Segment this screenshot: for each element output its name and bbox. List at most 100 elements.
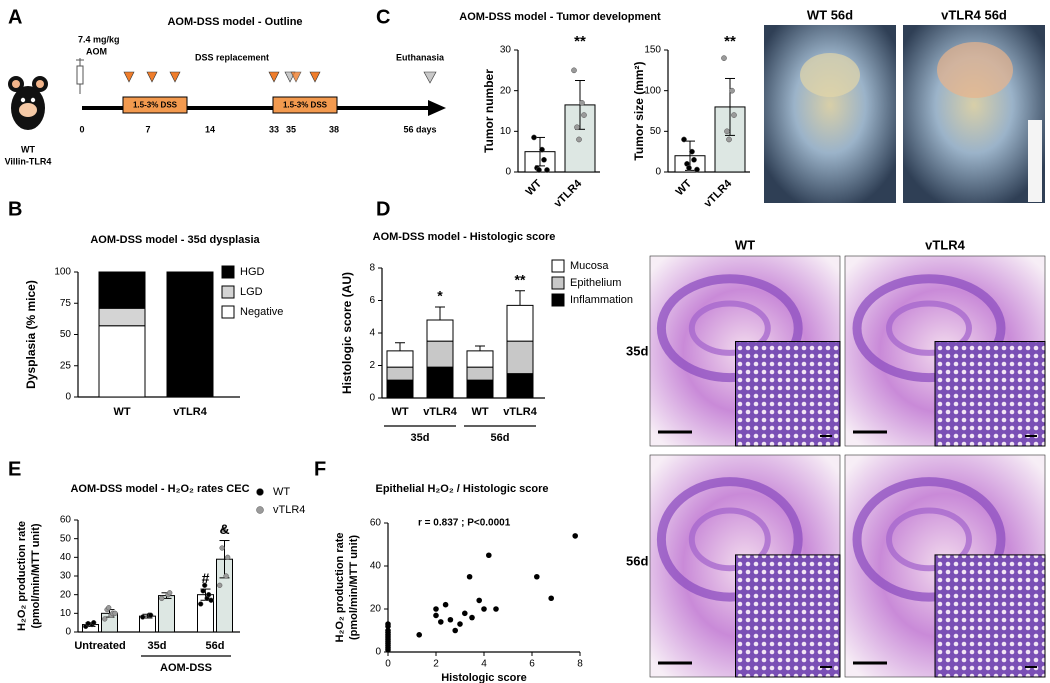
legend-label: LGD bbox=[240, 286, 263, 298]
bar-segment bbox=[426, 366, 454, 399]
y-axis-label: (pmol/min/MTT unit) bbox=[348, 535, 360, 640]
chart-title: Epithelial H₂O₂ / Histologic score bbox=[376, 483, 549, 495]
data-point bbox=[416, 632, 423, 638]
data-point bbox=[462, 610, 468, 617]
data-point bbox=[689, 148, 695, 155]
data-point bbox=[225, 554, 231, 560]
inset bbox=[735, 554, 841, 678]
y-tick-label: 75 bbox=[60, 298, 72, 309]
day-label: 56 days bbox=[403, 124, 436, 134]
bar-segment bbox=[386, 350, 414, 368]
bar-segment bbox=[98, 325, 146, 398]
chart-title: AOM-DSS model - Histologic score bbox=[373, 231, 556, 243]
x-tick-label: 4 bbox=[481, 659, 487, 670]
significance-label: # bbox=[202, 570, 210, 586]
y-tick-label: 0 bbox=[65, 627, 71, 638]
tissue-section bbox=[656, 274, 803, 383]
group-label: 56d bbox=[491, 432, 510, 444]
panel-label: D bbox=[376, 198, 390, 220]
group-label: AOM-DSS bbox=[160, 662, 212, 674]
data-point bbox=[148, 612, 154, 618]
ruler bbox=[1028, 120, 1042, 202]
data-point bbox=[219, 545, 225, 551]
day-label: 0 bbox=[79, 124, 84, 134]
data-point bbox=[681, 136, 687, 143]
data-point bbox=[159, 595, 165, 602]
data-point bbox=[541, 156, 547, 163]
bar-segment bbox=[506, 373, 534, 399]
x-tick-label: 2 bbox=[433, 659, 439, 670]
y-tick-label: 0 bbox=[505, 167, 511, 178]
x-tick-label: 35d bbox=[148, 640, 167, 652]
data-point bbox=[694, 166, 700, 173]
panel-label: E bbox=[8, 458, 21, 480]
data-point bbox=[167, 590, 173, 596]
dss-box bbox=[272, 96, 338, 114]
tissue-section bbox=[886, 507, 972, 572]
legend-swatch bbox=[551, 293, 565, 307]
photo bbox=[764, 25, 896, 203]
timeline-title: AOM-DSS model - Outline bbox=[167, 16, 302, 28]
data-point bbox=[91, 620, 97, 626]
y-axis-label: (pmol/min/MTT unit) bbox=[30, 523, 42, 628]
x-tick-label: vTLR4 bbox=[552, 177, 585, 210]
legend-swatch bbox=[551, 259, 565, 273]
y-tick-label: 4 bbox=[369, 328, 375, 339]
significance-label: & bbox=[219, 521, 229, 537]
data-point bbox=[493, 606, 499, 612]
syringe-icon bbox=[76, 58, 84, 94]
photo-label: WT 56d bbox=[807, 7, 853, 22]
data-point bbox=[536, 167, 542, 173]
data-point bbox=[217, 582, 223, 588]
y-tick-label: 0 bbox=[369, 393, 375, 404]
bar-segment bbox=[166, 271, 214, 398]
data-point bbox=[433, 606, 439, 612]
data-point bbox=[442, 601, 449, 608]
y-tick-label: 50 bbox=[60, 533, 72, 544]
data-point bbox=[726, 136, 732, 143]
data-point bbox=[438, 619, 444, 625]
x-tick-label: 0 bbox=[385, 659, 391, 670]
data-point bbox=[576, 136, 582, 143]
bar-segment bbox=[466, 379, 494, 399]
bar-segment bbox=[466, 366, 494, 381]
data-point bbox=[102, 616, 108, 622]
legend-label: Mucosa bbox=[570, 260, 609, 272]
bar-segment bbox=[98, 307, 146, 327]
agent-label: AOM bbox=[86, 46, 107, 56]
x-tick-label: vTLR4 bbox=[503, 406, 538, 418]
day-label: 7 bbox=[145, 124, 150, 134]
y-tick-label: 0 bbox=[375, 647, 381, 658]
end-label: Euthanasia bbox=[396, 52, 445, 62]
legend-label: HGD bbox=[240, 266, 265, 278]
inset bbox=[934, 341, 1046, 447]
data-point bbox=[721, 55, 727, 61]
annotation: r = 0.837 ; P<0.0001 bbox=[418, 518, 511, 529]
day-label: 38 bbox=[329, 124, 339, 134]
y-tick-label: 30 bbox=[60, 571, 72, 582]
day-label: 35 bbox=[286, 124, 296, 134]
y-tick-label: 100 bbox=[644, 85, 661, 96]
group-label: Villin-TLR4 bbox=[5, 156, 52, 166]
bar-segment bbox=[506, 340, 534, 375]
panel-label: B bbox=[8, 198, 22, 220]
data-point bbox=[200, 588, 206, 594]
y-tick-label: 30 bbox=[500, 45, 512, 56]
legend-swatch bbox=[221, 305, 235, 319]
timeline-arrow bbox=[428, 100, 446, 116]
tumor bbox=[937, 42, 1013, 98]
data-point bbox=[531, 134, 537, 141]
x-tick-label: 6 bbox=[529, 659, 535, 670]
significance-label: * bbox=[437, 288, 443, 304]
legend-label: vTLR4 bbox=[273, 504, 305, 516]
histology-images bbox=[649, 255, 1046, 678]
legend-swatch bbox=[221, 265, 235, 279]
dose-label: 7.4 mg/kg bbox=[78, 34, 120, 44]
legend-label: Negative bbox=[240, 306, 283, 318]
bar-segment bbox=[426, 319, 454, 342]
data-point bbox=[433, 612, 439, 619]
data-point bbox=[466, 573, 473, 580]
y-tick-label: 10 bbox=[500, 126, 512, 137]
legend-marker bbox=[256, 488, 264, 496]
data-point bbox=[486, 552, 492, 559]
